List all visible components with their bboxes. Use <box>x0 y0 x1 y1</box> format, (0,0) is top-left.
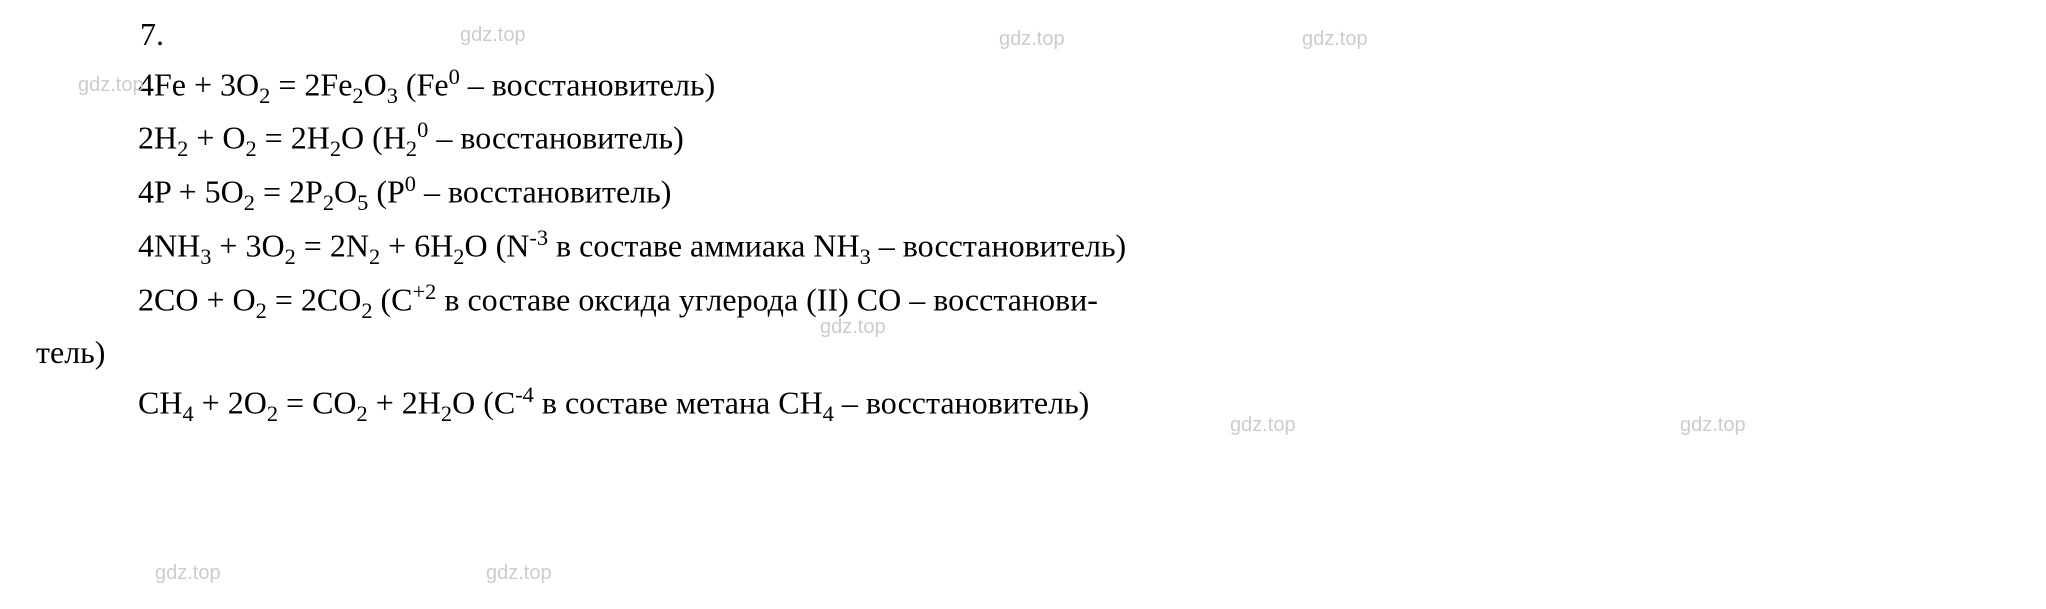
subscript: 2 <box>245 136 256 161</box>
subscript: 5 <box>357 190 368 215</box>
watermark: gdz.top <box>486 558 552 589</box>
text: (P <box>368 174 404 210</box>
subscript: 2 <box>441 401 452 426</box>
text: в составе аммиака NH <box>548 228 860 264</box>
text: = 2N <box>296 228 369 264</box>
text: = 2P <box>255 174 323 210</box>
subscript: 2 <box>244 190 255 215</box>
text: 4Fe + 3O <box>138 66 259 102</box>
superscript: 0 <box>405 171 416 196</box>
subscript: 2 <box>406 136 417 161</box>
subscript: 3 <box>860 244 871 269</box>
equation-line-5: 2CO + O2 = 2CO2 (C+2 в составе оксида уг… <box>0 275 2046 329</box>
text: + 2H <box>368 385 441 421</box>
continuation-line: тель) <box>0 328 2046 378</box>
text: O (C <box>452 385 515 421</box>
subscript: 2 <box>357 401 368 426</box>
subscript: 3 <box>387 83 398 108</box>
text: в составе метана CH <box>534 385 823 421</box>
text: – восстановитель) <box>416 174 671 210</box>
subscript: 2 <box>267 401 278 426</box>
text: = 2H <box>257 120 330 156</box>
text: O <box>364 66 387 102</box>
text: O (N <box>465 228 530 264</box>
subscript: 4 <box>182 401 193 426</box>
superscript: -4 <box>515 382 534 407</box>
text: (C <box>373 281 413 317</box>
text: 2H <box>138 120 177 156</box>
watermark: gdz.top <box>155 558 221 589</box>
text: = 2Fe <box>270 66 352 102</box>
equation-line-6: CH4 + 2O2 = CO2 + 2H2O (C-4 в составе ме… <box>0 378 2046 432</box>
subscript: 2 <box>369 244 380 269</box>
text: + 6H <box>380 228 453 264</box>
subscript: 3 <box>200 244 211 269</box>
subscript: 2 <box>177 136 188 161</box>
text: 4NH <box>138 228 200 264</box>
text: 4P + 5O <box>138 174 244 210</box>
text: + 3O <box>211 228 284 264</box>
text: = CO <box>278 385 357 421</box>
equation-line-1: 4Fe + 3O2 = 2Fe2O3 (Fe0 – восстановитель… <box>0 60 2046 114</box>
text: O (H <box>341 120 406 156</box>
text: (Fe <box>398 66 449 102</box>
text: тель) <box>36 334 105 370</box>
text: O <box>334 174 357 210</box>
superscript: +2 <box>413 279 437 304</box>
subscript: 2 <box>256 298 267 323</box>
text: в составе оксида углерода (II) CO – восс… <box>436 281 1098 317</box>
text: + O <box>188 120 245 156</box>
subscript: 2 <box>453 244 464 269</box>
text: – восстановитель) <box>460 66 715 102</box>
text: – восстановитель) <box>428 120 683 156</box>
superscript: 0 <box>417 117 428 142</box>
text: = 2CO <box>267 281 362 317</box>
text: – восстановитель) <box>871 228 1126 264</box>
subscript: 2 <box>330 136 341 161</box>
problem-number: 7. <box>0 10 2046 60</box>
superscript: -3 <box>529 225 548 250</box>
page: gdz.top gdz.top gdz.top gdz.top gdz.top … <box>0 0 2046 452</box>
superscript: 0 <box>449 64 460 89</box>
text: 7. <box>140 16 164 52</box>
subscript: 2 <box>352 83 363 108</box>
subscript: 2 <box>361 298 372 323</box>
equation-line-2: 2H2 + O2 = 2H2O (H20 – восстановитель) <box>0 113 2046 167</box>
equation-line-4: 4NH3 + 3O2 = 2N2 + 6H2O (N-3 в составе а… <box>0 221 2046 275</box>
subscript: 2 <box>259 83 270 108</box>
text: – восстановитель) <box>834 385 1089 421</box>
equation-line-3: 4P + 5O2 = 2P2O5 (P0 – восстановитель) <box>0 167 2046 221</box>
text: 2CO + O <box>138 281 256 317</box>
text: CH <box>138 385 182 421</box>
subscript: 4 <box>823 401 834 426</box>
subscript: 2 <box>285 244 296 269</box>
text: + 2O <box>194 385 267 421</box>
subscript: 2 <box>323 190 334 215</box>
